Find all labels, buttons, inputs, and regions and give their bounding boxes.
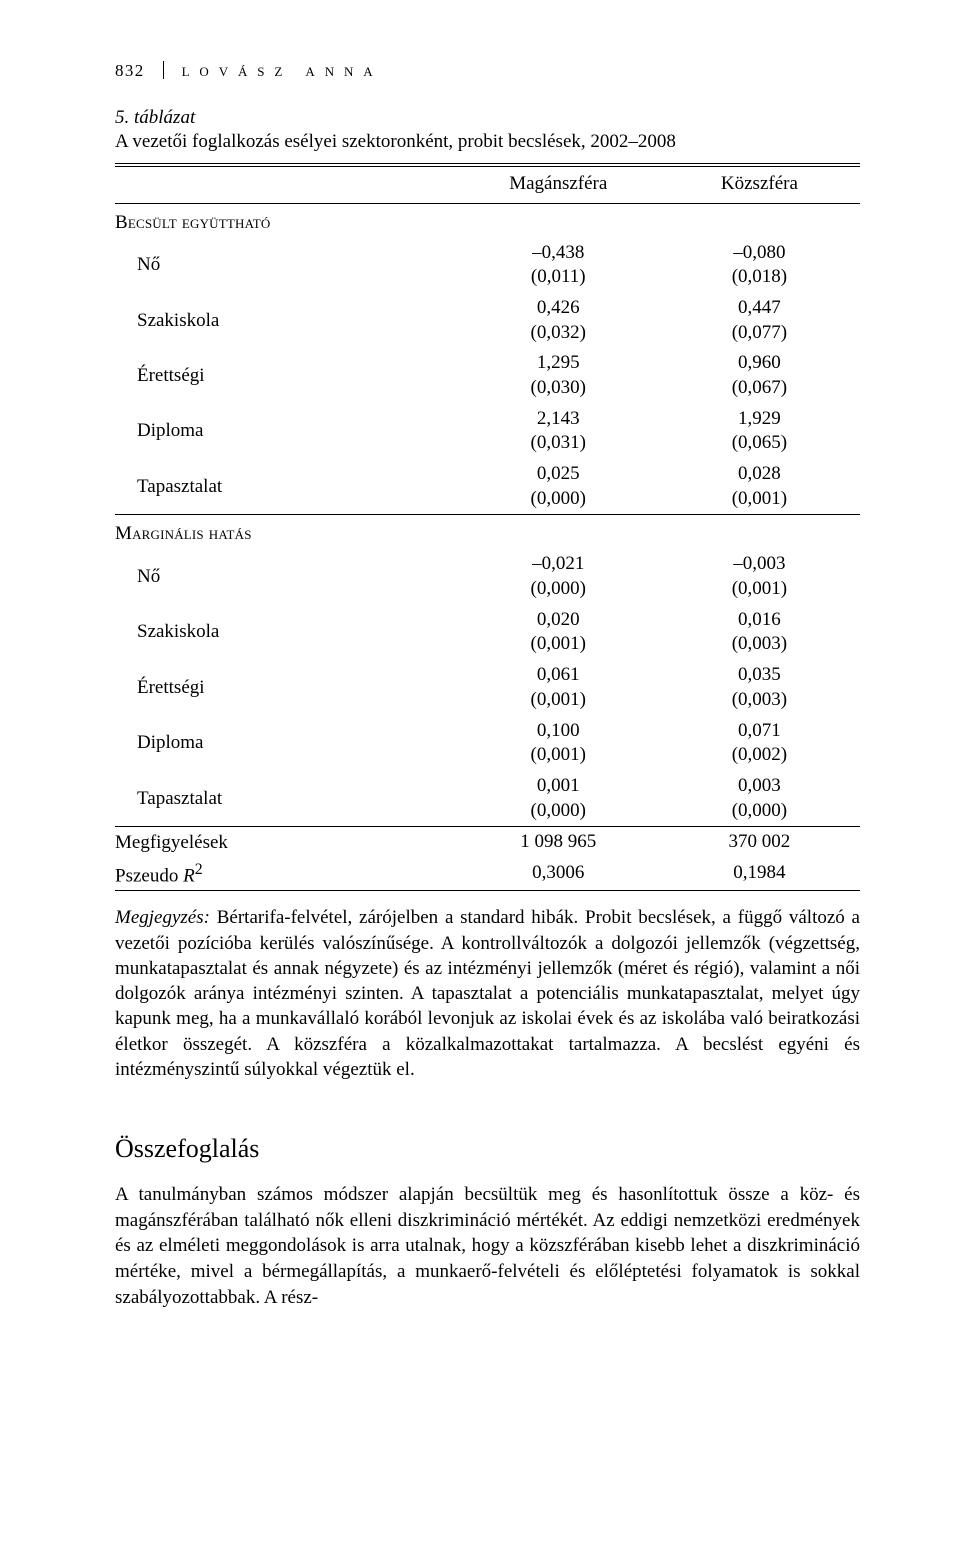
page-number: 832 (115, 61, 145, 81)
row-value-c2: 0,960(0,067) (659, 348, 860, 403)
section-heading-summary: Összefoglalás (115, 1134, 860, 1164)
row-label: Érettségi (115, 660, 458, 715)
table-header-empty (115, 166, 458, 203)
table-note-lead: Megjegyzés: (115, 907, 210, 928)
section-heading-1: Becsült együttható (115, 203, 860, 238)
table-row: Érettségi 1,295(0,030) 0,960(0,067) (115, 348, 860, 403)
row-label: Diploma (115, 716, 458, 771)
header-separator (163, 61, 164, 79)
table-title: A vezetői foglalkozás esélyei szektoronk… (115, 131, 860, 153)
table-section-row: Becsült együttható (115, 203, 860, 238)
row-label: Tapasztalat (115, 459, 458, 515)
row-label: Tapasztalat (115, 771, 458, 827)
row-label: Nő (115, 549, 458, 604)
stat-obs-c2: 370 002 (659, 827, 860, 858)
table-row: Szakiskola 0,426(0,032) 0,447(0,077) (115, 293, 860, 348)
running-head: 832 lovász anna (115, 58, 860, 81)
row-value-c2: –0,080(0,018) (659, 238, 860, 293)
table-row: Szakiskola 0,020(0,001) 0,016(0,003) (115, 605, 860, 660)
row-value-c1: –0,438(0,011) (458, 238, 659, 293)
row-value-c1: 0,020(0,001) (458, 605, 659, 660)
stat-label-pseudo-r2: Pszeudo R2 (115, 858, 458, 891)
table-header-col1: Magánszféra (458, 166, 659, 203)
table-section-row: Marginális hatás (115, 515, 860, 550)
table-row: Tapasztalat 0,025(0,000) 0,028(0,001) (115, 459, 860, 515)
row-value-c2: 0,035(0,003) (659, 660, 860, 715)
table-header-row: Magánszféra Közszféra (115, 166, 860, 203)
stat-label-obs: Megfigyelések (115, 827, 458, 858)
table-row: Nő –0,021(0,000) –0,003(0,001) (115, 549, 860, 604)
row-value-c2: 0,016(0,003) (659, 605, 860, 660)
row-value-c2: 0,071(0,002) (659, 716, 860, 771)
table-stat-row: Pszeudo R2 0,3006 0,1984 (115, 858, 860, 891)
row-value-c1: 2,143(0,031) (458, 404, 659, 459)
results-table: Magánszféra Közszféra Becsült együttható… (115, 163, 860, 891)
row-value-c1: 0,426(0,032) (458, 293, 659, 348)
row-value-c2: 0,003(0,000) (659, 771, 860, 827)
table-row: Tapasztalat 0,001(0,000) 0,003(0,000) (115, 771, 860, 827)
row-value-c2: 0,028(0,001) (659, 459, 860, 515)
row-value-c1: 0,061(0,001) (458, 660, 659, 715)
row-label: Szakiskola (115, 293, 458, 348)
table-note: Megjegyzés: Bértarifa-felvétel, zárójelb… (115, 905, 860, 1082)
row-value-c2: 0,447(0,077) (659, 293, 860, 348)
row-value-c1: 0,025(0,000) (458, 459, 659, 515)
row-label: Diploma (115, 404, 458, 459)
body-paragraph: A tanulmányban számos módszer alapján be… (115, 1182, 860, 1310)
row-value-c1: 0,100(0,001) (458, 716, 659, 771)
table-note-text: Bértarifa-felvétel, zárójelben a standar… (115, 907, 860, 1080)
pseudo-r2-var: R (183, 865, 195, 886)
stat-pr-c2: 0,1984 (659, 858, 860, 891)
row-value-c1: –0,021(0,000) (458, 549, 659, 604)
table-caption: 5. táblázat (115, 107, 860, 129)
table-row: Diploma 0,100(0,001) 0,071(0,002) (115, 716, 860, 771)
running-head-author: lovász anna (182, 60, 383, 81)
table-row: Nő –0,438(0,011) –0,080(0,018) (115, 238, 860, 293)
pseudo-r2-pre: Pszeudo (115, 865, 183, 886)
table-header-col2: Közszféra (659, 166, 860, 203)
table-row: Diploma 2,143(0,031) 1,929(0,065) (115, 404, 860, 459)
page: 832 lovász anna 5. táblázat A vezetői fo… (0, 0, 960, 1380)
table-stat-row: Megfigyelések 1 098 965 370 002 (115, 827, 860, 858)
section-heading-2: Marginális hatás (115, 515, 860, 550)
row-label: Szakiskola (115, 605, 458, 660)
table-row: Érettségi 0,061(0,001) 0,035(0,003) (115, 660, 860, 715)
row-label: Érettségi (115, 348, 458, 403)
row-value-c1: 0,001(0,000) (458, 771, 659, 827)
row-value-c2: –0,003(0,001) (659, 549, 860, 604)
row-label: Nő (115, 238, 458, 293)
pseudo-r2-sup: 2 (195, 861, 203, 878)
stat-obs-c1: 1 098 965 (458, 827, 659, 858)
row-value-c1: 1,295(0,030) (458, 348, 659, 403)
stat-pr-c1: 0,3006 (458, 858, 659, 891)
row-value-c2: 1,929(0,065) (659, 404, 860, 459)
